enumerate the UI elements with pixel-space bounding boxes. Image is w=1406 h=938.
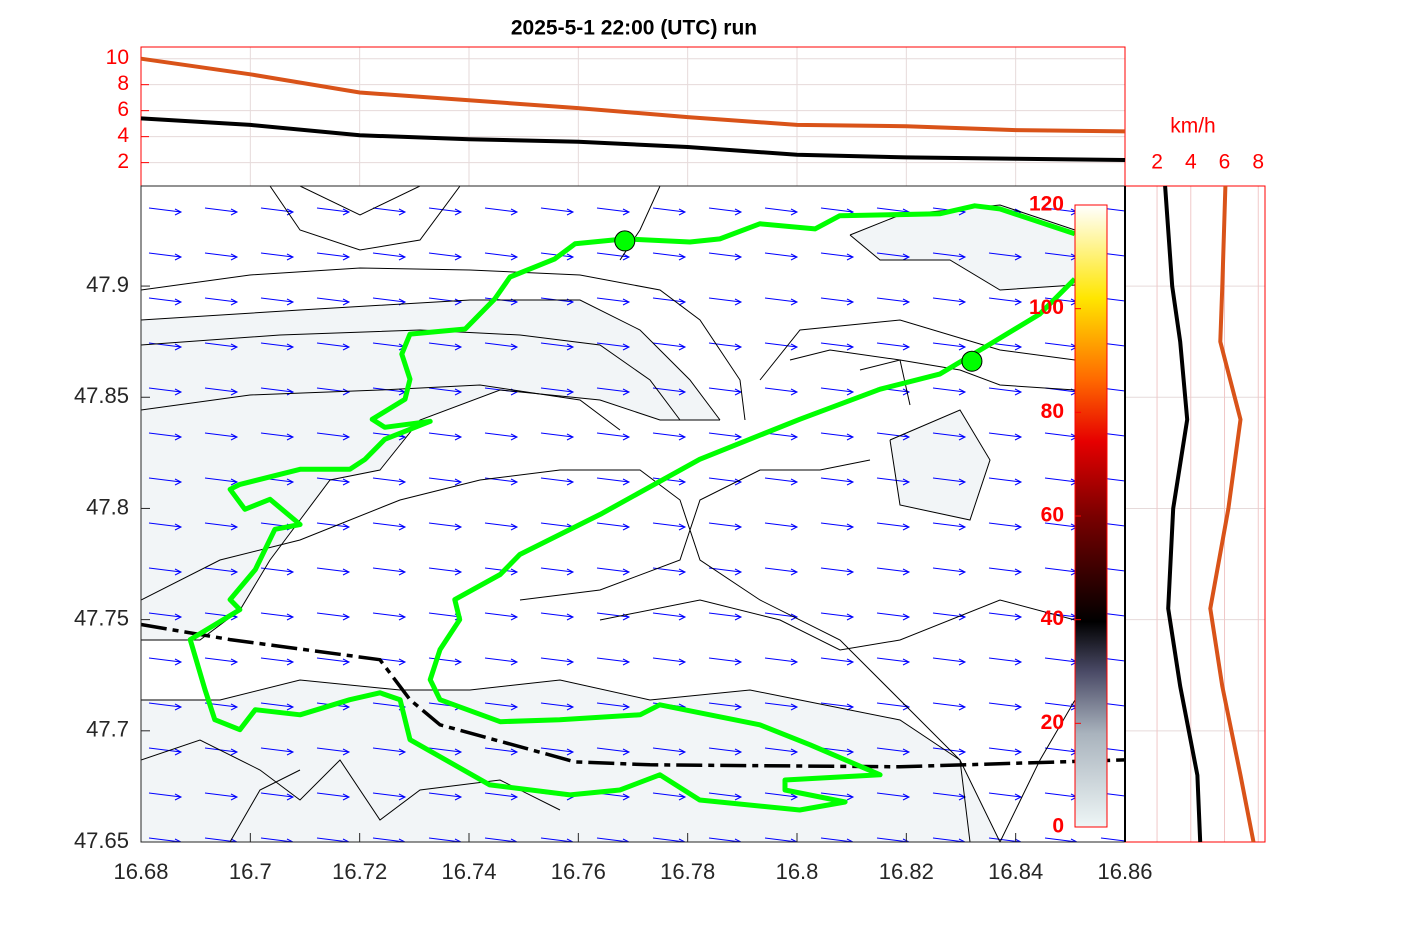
x-tick-label: 2 xyxy=(1151,151,1163,174)
y-tick-label: 47.65 xyxy=(74,828,129,853)
x-tick-label: 8 xyxy=(1252,151,1264,174)
map-background xyxy=(141,186,1125,842)
x-tick-label: 16.74 xyxy=(441,859,496,884)
y-tick-label: 47.7 xyxy=(86,717,129,742)
x-tick-label: 16.78 xyxy=(660,859,715,884)
track-marker xyxy=(961,350,983,372)
y-tick-label: 2 xyxy=(117,150,129,173)
y-tick-label: 6 xyxy=(117,98,129,121)
y-tick-label: 47.9 xyxy=(86,272,129,297)
line-series xyxy=(140,116,1126,162)
x-tick-label: 16.84 xyxy=(988,859,1043,884)
colorbar-tick-label: 60 xyxy=(1041,504,1064,527)
y-tick-label: 4 xyxy=(117,124,129,147)
colorbar-tick-label: 40 xyxy=(1041,607,1064,630)
colorbar-tick-label: 100 xyxy=(1029,296,1064,319)
line-series xyxy=(140,56,1126,134)
x-tick-label: 16.86 xyxy=(1097,859,1152,884)
y-tick-label: 10 xyxy=(106,46,129,69)
x-tick-label: 6 xyxy=(1219,151,1231,174)
track-line xyxy=(187,203,1077,813)
border-line xyxy=(140,622,1126,769)
y-tick-label: 47.75 xyxy=(74,605,129,630)
track-marker xyxy=(614,230,636,252)
x-tick-label: 16.7 xyxy=(229,859,272,884)
x-tick-label: 16.68 xyxy=(113,859,168,884)
y-tick-label: 8 xyxy=(117,72,129,95)
x-tick-label: 16.72 xyxy=(332,859,387,884)
chart-title: 2025-5-1 22:00 (UTC) run xyxy=(511,17,757,40)
colorbar-tick-label: 20 xyxy=(1041,711,1064,734)
y-tick-label: 47.85 xyxy=(74,383,129,408)
profile-line xyxy=(1163,185,1203,843)
x-tick-label: 16.76 xyxy=(551,859,606,884)
y-tick-label: 47.8 xyxy=(86,494,129,519)
x-axis-label: km/h xyxy=(1170,115,1216,138)
x-tick-label: 4 xyxy=(1185,151,1197,174)
profile-line xyxy=(1208,185,1256,843)
colorbar-tick-label: 120 xyxy=(1029,193,1064,216)
x-tick-label: 16.8 xyxy=(776,859,819,884)
x-tick-label: 16.82 xyxy=(879,859,934,884)
colorbar-tick-label: 80 xyxy=(1041,400,1064,423)
colorbar-tick-label: 0 xyxy=(1052,815,1064,838)
